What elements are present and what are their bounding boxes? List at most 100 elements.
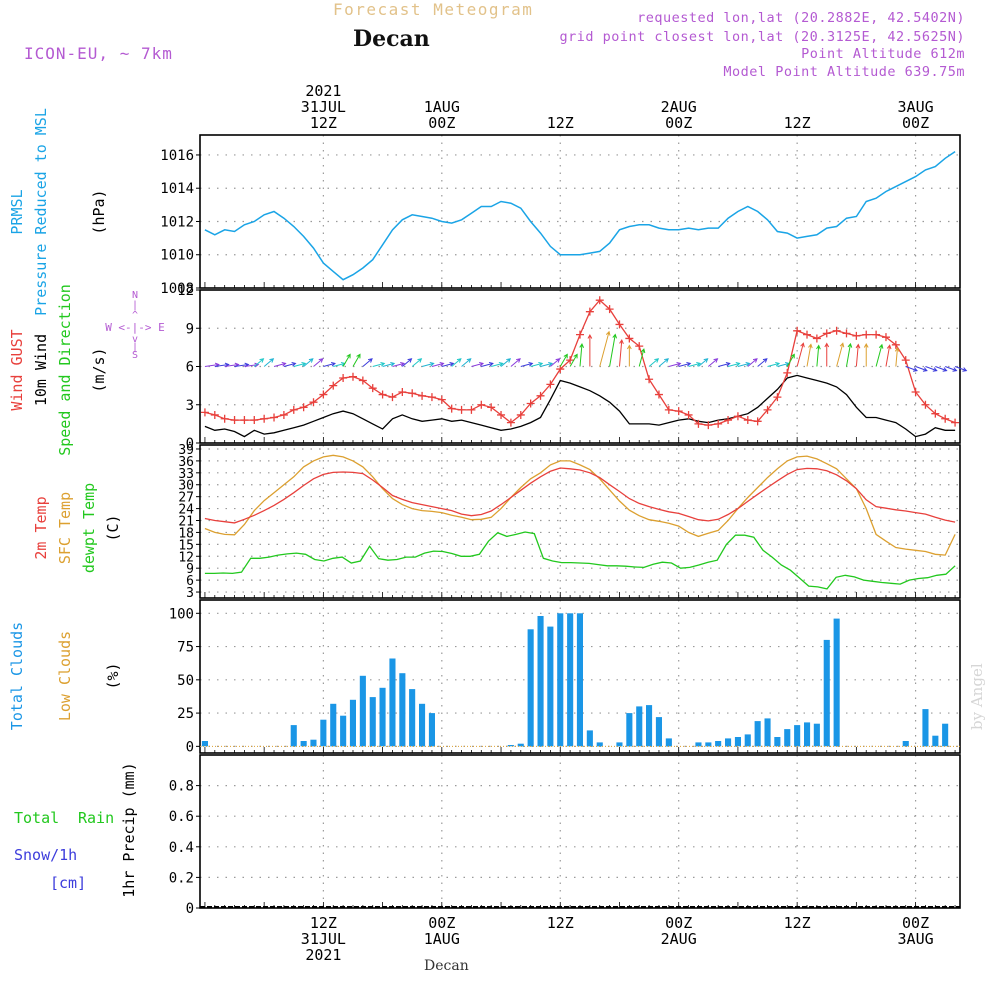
gust-marker	[812, 334, 821, 343]
wind-direction-arrow	[638, 348, 646, 367]
cloud-bar	[902, 741, 909, 747]
axis-label-hpa: (hPa)	[90, 189, 108, 234]
cloud-bar	[705, 742, 712, 747]
y-tick-label: 15	[178, 538, 194, 553]
gust-marker	[210, 410, 219, 419]
gust-marker	[773, 393, 782, 402]
y-tick-label: 6	[186, 574, 194, 589]
gust-marker	[921, 400, 930, 409]
gust-marker	[832, 326, 841, 335]
gust-marker	[625, 334, 634, 343]
panel-frame-precip	[199, 754, 961, 909]
cloud-bar	[576, 613, 583, 747]
y-tick-label: 0.8	[169, 779, 194, 795]
cloud-bar	[823, 639, 830, 747]
y-tick-label: 24	[178, 503, 194, 518]
cloud-bar	[428, 713, 435, 747]
compass-down: v	[132, 334, 138, 345]
wind-direction-arrow	[530, 361, 544, 367]
gust-marker	[339, 373, 348, 382]
gust-marker	[931, 409, 940, 418]
y-tick-label: 18	[178, 526, 194, 541]
wind-direction-arrow	[863, 342, 869, 367]
cloud-bar	[527, 629, 534, 747]
wind-direction-arrow	[626, 344, 632, 367]
cloud-bar	[310, 739, 317, 747]
time-label-top: 12Z	[547, 114, 574, 132]
y-tick-label: 1012	[160, 214, 194, 230]
panel-frame-pressure	[199, 134, 961, 289]
time-label-top: 2021	[305, 82, 341, 100]
time-label-bottom: 00Z	[665, 914, 692, 932]
y-tick-label: 36	[178, 455, 194, 470]
wind-direction-arrow	[885, 344, 892, 367]
gust-marker	[378, 390, 387, 399]
location-name: Decan	[353, 26, 430, 52]
gust-marker	[200, 408, 209, 417]
y-tick-label: 0	[186, 739, 194, 755]
model-label: ICON-EU, ~ 7km	[24, 44, 173, 63]
time-label-top: 00Z	[428, 114, 455, 132]
axis-label-c: (C)	[104, 514, 122, 541]
gust-marker	[733, 412, 742, 421]
compass-s: S	[132, 350, 138, 361]
axis-label-ms: (m/s)	[90, 347, 108, 392]
gust-marker	[289, 405, 298, 414]
axis-label-cm: [cm]	[50, 874, 86, 892]
cloud-bar	[774, 737, 781, 747]
y-tick-label: 9	[186, 562, 194, 577]
gust-marker	[842, 329, 851, 338]
time-label-bottom: 12Z	[310, 914, 337, 932]
axis-label-prmsl: PRMSL	[8, 189, 26, 234]
wind-direction-arrow	[431, 361, 445, 367]
wind-direction-arrow	[688, 361, 702, 367]
gust-marker	[852, 331, 861, 340]
gust-marker	[240, 416, 249, 425]
wind-direction-arrow	[491, 361, 504, 367]
wind-direction-arrow	[402, 358, 413, 367]
cloud-bar	[507, 745, 514, 747]
y-tick-label: 75	[177, 640, 194, 656]
gust-marker	[279, 410, 288, 419]
wind-direction-arrow	[718, 361, 731, 367]
y-tick-label: 12	[177, 283, 194, 299]
axis-label-snow: Snow/1h	[14, 846, 77, 864]
time-label-bottom: 12Z	[784, 914, 811, 932]
gust-marker	[645, 375, 654, 384]
y-tick-label: 1014	[160, 181, 194, 197]
gust-marker	[319, 390, 328, 399]
wind-direction-arrow	[323, 361, 336, 367]
gust-marker	[881, 333, 890, 342]
cloud-bar	[636, 706, 643, 747]
gust-marker	[941, 414, 950, 423]
time-label-top: 00Z	[665, 114, 692, 132]
cloud-bar	[813, 723, 820, 747]
cloud-bar	[349, 699, 356, 747]
gust-marker	[437, 395, 446, 404]
cloud-bar	[537, 616, 544, 747]
y-tick-label: 1016	[160, 148, 194, 164]
cloud-bar	[517, 743, 524, 747]
gust-marker	[536, 391, 545, 400]
y-tick-label: 33	[178, 467, 194, 482]
y-tick-label: 21	[178, 515, 194, 530]
wind-direction-arrow	[587, 333, 593, 367]
time-label-top: 12Z	[310, 114, 337, 132]
time-label-top: 00Z	[902, 114, 929, 132]
gust-marker	[506, 418, 515, 427]
time-label-top: 3AUG	[898, 98, 934, 116]
cloud-bar	[942, 723, 949, 747]
wind-direction-arrow	[540, 361, 554, 367]
time-label-bottom: 2AUG	[661, 930, 697, 948]
cloud-bar	[399, 673, 406, 747]
wind-direction-arrow	[698, 358, 709, 367]
y-tick-label: 6	[186, 360, 194, 376]
compass-bar2: |	[132, 342, 138, 353]
wind-direction-arrow	[678, 361, 692, 367]
y-tick-label: 9	[186, 321, 194, 337]
compass-bar: |	[132, 300, 138, 311]
cloud-bar	[804, 722, 811, 747]
gust-marker	[951, 418, 960, 427]
cloud-bar	[596, 742, 603, 747]
gust-marker	[803, 330, 812, 339]
